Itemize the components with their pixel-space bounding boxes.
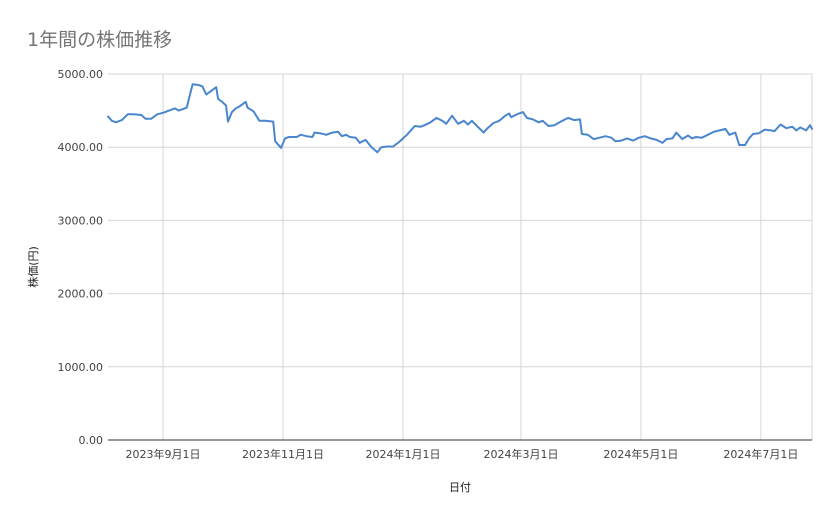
y-tick-label: 4000.00 bbox=[58, 141, 104, 154]
y-tick-label: 0.00 bbox=[79, 434, 104, 447]
x-tick-label: 2024年3月1日 bbox=[483, 447, 558, 461]
x-tick-label: 2024年7月1日 bbox=[723, 447, 798, 461]
x-tick-label: 2024年5月1日 bbox=[603, 447, 678, 461]
gridlines bbox=[108, 73, 813, 440]
x-tick-labels: 2023年9月1日 2023年11月1日 2024年1月1日 2024年3月1日 202… bbox=[126, 447, 799, 461]
x-axis-label: 日付 bbox=[449, 481, 471, 494]
chart-title: 1年間の株価推移 bbox=[27, 29, 172, 51]
x-tick-label: 2024年1月1日 bbox=[365, 447, 440, 461]
y-tick-labels: 0.00 1000.00 2000.00 3000.00 4000.00 5000.00 bbox=[58, 68, 104, 447]
y-axis-label: 株価(円) bbox=[26, 246, 40, 288]
y-tick-label: 2000.00 bbox=[58, 288, 104, 301]
y-tick-label: 5000.00 bbox=[58, 68, 104, 81]
x-tick-label: 2023年11月1日 bbox=[242, 447, 324, 461]
y-tick-label: 1000.00 bbox=[58, 361, 104, 374]
y-tick-label: 3000.00 bbox=[58, 214, 104, 227]
x-tick-label: 2023年9月1日 bbox=[126, 447, 201, 461]
price-series-line bbox=[107, 83, 813, 154]
